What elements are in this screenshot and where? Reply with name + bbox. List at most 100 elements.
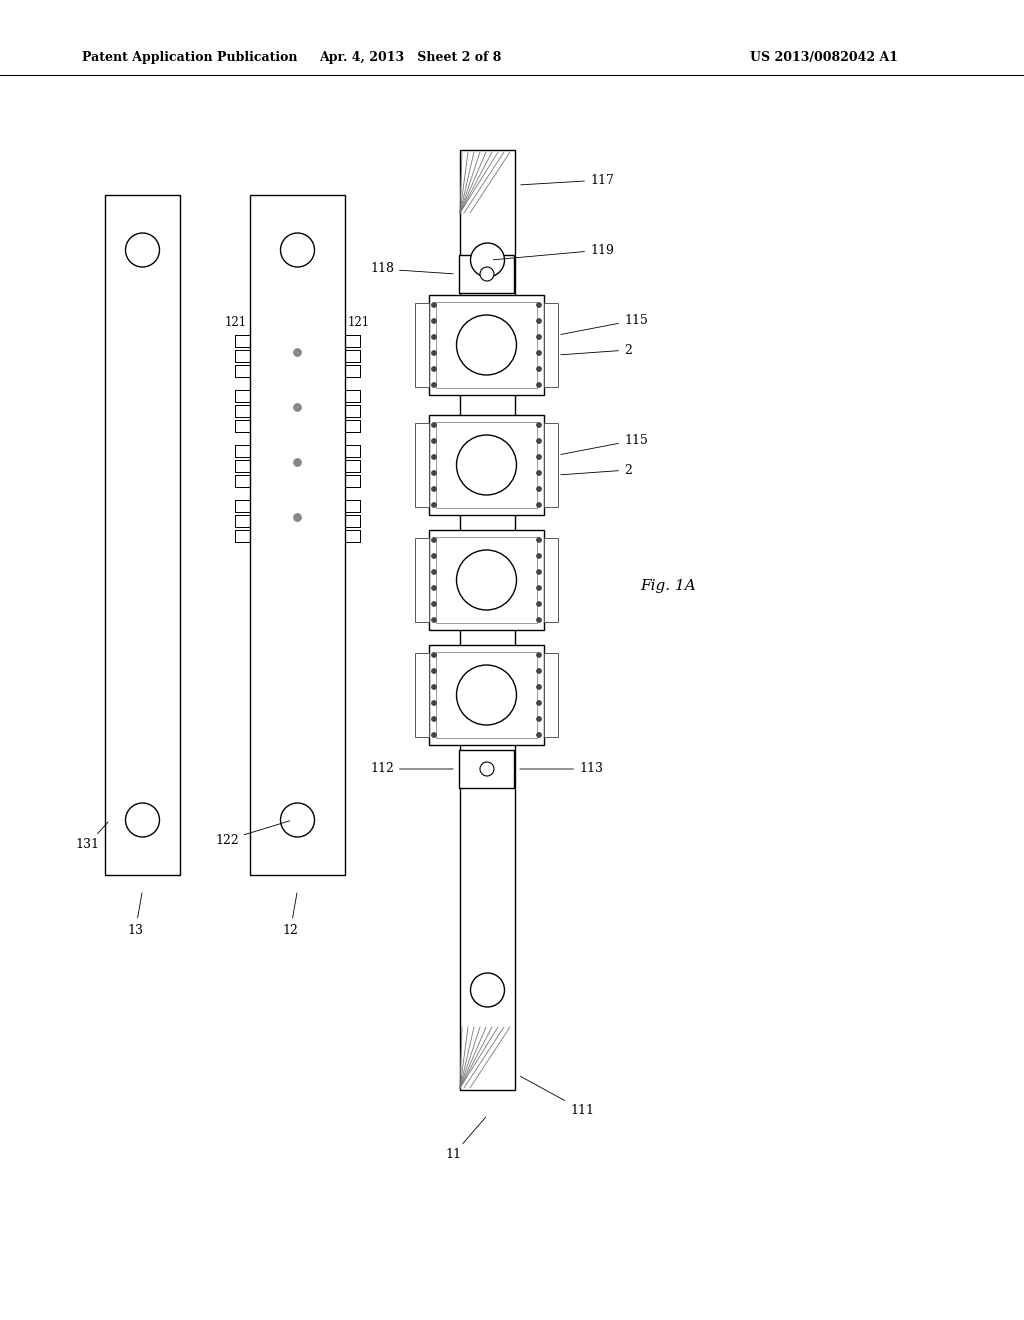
Bar bbox=[436, 537, 537, 623]
Circle shape bbox=[281, 803, 314, 837]
Circle shape bbox=[470, 973, 505, 1007]
Bar bbox=[436, 422, 537, 508]
Bar bbox=[415, 653, 429, 737]
Circle shape bbox=[537, 470, 542, 475]
Circle shape bbox=[431, 701, 436, 705]
Text: 117: 117 bbox=[521, 173, 613, 186]
Circle shape bbox=[126, 234, 160, 267]
Text: 118: 118 bbox=[370, 263, 454, 276]
Text: 115: 115 bbox=[561, 433, 648, 454]
Circle shape bbox=[537, 668, 542, 673]
Circle shape bbox=[457, 315, 516, 375]
Circle shape bbox=[537, 503, 542, 507]
Circle shape bbox=[431, 668, 436, 673]
Bar bbox=[429, 531, 544, 630]
Circle shape bbox=[431, 318, 436, 323]
Text: 121: 121 bbox=[348, 317, 370, 330]
Circle shape bbox=[537, 652, 542, 657]
Text: Fig. 1A: Fig. 1A bbox=[640, 579, 695, 593]
Circle shape bbox=[537, 733, 542, 738]
Bar bbox=[250, 195, 345, 875]
Circle shape bbox=[431, 569, 436, 574]
Circle shape bbox=[537, 318, 542, 323]
Circle shape bbox=[537, 602, 542, 606]
Circle shape bbox=[431, 438, 436, 444]
Circle shape bbox=[470, 243, 505, 277]
Circle shape bbox=[431, 470, 436, 475]
Text: 13: 13 bbox=[128, 892, 143, 936]
Circle shape bbox=[457, 665, 516, 725]
Circle shape bbox=[294, 513, 301, 521]
Text: 111: 111 bbox=[520, 1076, 594, 1117]
Circle shape bbox=[431, 302, 436, 308]
Circle shape bbox=[537, 422, 542, 428]
Text: 2: 2 bbox=[561, 463, 632, 477]
Bar bbox=[544, 422, 558, 507]
Circle shape bbox=[431, 553, 436, 558]
Text: Patent Application Publication: Patent Application Publication bbox=[82, 50, 298, 63]
Circle shape bbox=[281, 234, 314, 267]
Bar bbox=[415, 539, 429, 622]
Circle shape bbox=[431, 685, 436, 689]
Circle shape bbox=[537, 438, 542, 444]
Bar bbox=[544, 653, 558, 737]
Bar bbox=[436, 302, 537, 388]
Circle shape bbox=[431, 351, 436, 355]
Text: 119: 119 bbox=[494, 243, 613, 260]
Circle shape bbox=[537, 717, 542, 722]
Circle shape bbox=[537, 537, 542, 543]
Text: US 2013/0082042 A1: US 2013/0082042 A1 bbox=[750, 50, 898, 63]
Bar bbox=[544, 304, 558, 387]
Bar bbox=[429, 645, 544, 744]
Circle shape bbox=[431, 367, 436, 371]
Circle shape bbox=[537, 487, 542, 491]
Circle shape bbox=[537, 586, 542, 590]
Circle shape bbox=[294, 348, 301, 356]
Circle shape bbox=[431, 454, 436, 459]
Text: 115: 115 bbox=[561, 314, 648, 334]
Circle shape bbox=[537, 367, 542, 371]
Bar bbox=[459, 255, 514, 293]
Text: 113: 113 bbox=[520, 763, 603, 776]
Text: 122: 122 bbox=[215, 821, 290, 846]
Bar bbox=[415, 304, 429, 387]
Circle shape bbox=[537, 685, 542, 689]
Circle shape bbox=[431, 334, 436, 339]
Bar bbox=[105, 195, 180, 875]
Bar bbox=[544, 539, 558, 622]
Circle shape bbox=[431, 487, 436, 491]
Circle shape bbox=[480, 762, 494, 776]
Text: 112: 112 bbox=[370, 763, 454, 776]
Circle shape bbox=[537, 383, 542, 388]
Circle shape bbox=[537, 553, 542, 558]
Bar bbox=[429, 414, 544, 515]
Text: 131: 131 bbox=[75, 822, 109, 851]
Circle shape bbox=[431, 586, 436, 590]
Circle shape bbox=[537, 334, 542, 339]
Text: 121: 121 bbox=[225, 317, 247, 330]
Bar bbox=[436, 652, 537, 738]
Circle shape bbox=[126, 803, 160, 837]
Circle shape bbox=[431, 383, 436, 388]
Circle shape bbox=[294, 404, 301, 412]
Circle shape bbox=[431, 618, 436, 623]
Circle shape bbox=[537, 351, 542, 355]
Circle shape bbox=[457, 550, 516, 610]
Circle shape bbox=[431, 652, 436, 657]
Circle shape bbox=[537, 454, 542, 459]
Circle shape bbox=[537, 569, 542, 574]
Circle shape bbox=[457, 436, 516, 495]
Circle shape bbox=[294, 458, 301, 466]
Circle shape bbox=[431, 537, 436, 543]
Bar bbox=[459, 750, 514, 788]
Text: Apr. 4, 2013   Sheet 2 of 8: Apr. 4, 2013 Sheet 2 of 8 bbox=[318, 50, 501, 63]
Text: 2: 2 bbox=[561, 343, 632, 356]
Circle shape bbox=[480, 267, 494, 281]
Circle shape bbox=[431, 717, 436, 722]
Circle shape bbox=[431, 503, 436, 507]
Circle shape bbox=[537, 618, 542, 623]
Circle shape bbox=[431, 422, 436, 428]
Circle shape bbox=[537, 701, 542, 705]
Circle shape bbox=[537, 302, 542, 308]
Bar bbox=[460, 150, 515, 1090]
